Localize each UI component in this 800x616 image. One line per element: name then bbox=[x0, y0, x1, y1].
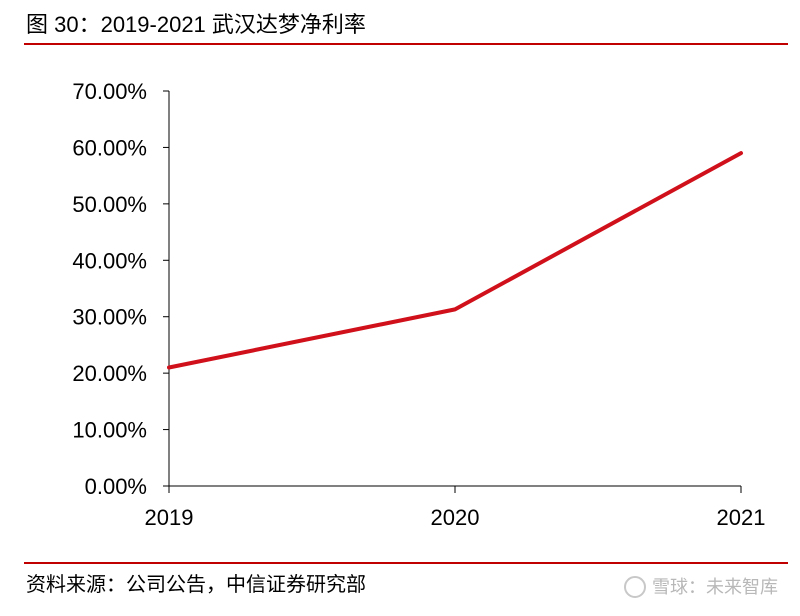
series-line bbox=[167, 151, 743, 370]
y-tick-label: 40.00% bbox=[72, 248, 147, 273]
x-tick-labels: 2019 2020 2021 bbox=[145, 505, 766, 530]
line-chart: 0.00% 10.00% 20.00% 30.00% 40.00% 50.00% 60.00… bbox=[72, 79, 766, 530]
x-tick-label: 2021 bbox=[717, 505, 766, 530]
y-tick-labels: 0.00% 10.00% 20.00% 30.00% 40.00% 50.00% 60.00… bbox=[72, 79, 147, 499]
y-tick-label: 30.00% bbox=[72, 305, 147, 330]
x-tick-label: 2019 bbox=[145, 505, 194, 530]
chart-axes bbox=[163, 90, 742, 493]
snowball-logo-icon bbox=[624, 576, 646, 598]
y-tick-label: 20.00% bbox=[72, 361, 147, 386]
y-tick-label: 60.00% bbox=[72, 135, 147, 160]
source-note: 资料来源：公司公告，中信证券研究部 bbox=[26, 574, 366, 596]
figure-title: 图 30：2019-2021 武汉达梦净利率 bbox=[26, 12, 366, 37]
y-tick-label: 50.00% bbox=[72, 192, 147, 217]
watermark: 雪球：未来智库 bbox=[624, 574, 778, 600]
y-tick-label: 0.00% bbox=[85, 474, 147, 499]
watermark-text: 雪球：未来智库 bbox=[652, 577, 778, 597]
source-rule bbox=[24, 562, 788, 564]
title-rule bbox=[24, 43, 788, 45]
chart-series bbox=[167, 151, 743, 370]
y-tick-label: 70.00% bbox=[72, 79, 147, 104]
x-tick-label: 2020 bbox=[431, 505, 480, 530]
y-tick-label: 10.00% bbox=[72, 418, 147, 443]
